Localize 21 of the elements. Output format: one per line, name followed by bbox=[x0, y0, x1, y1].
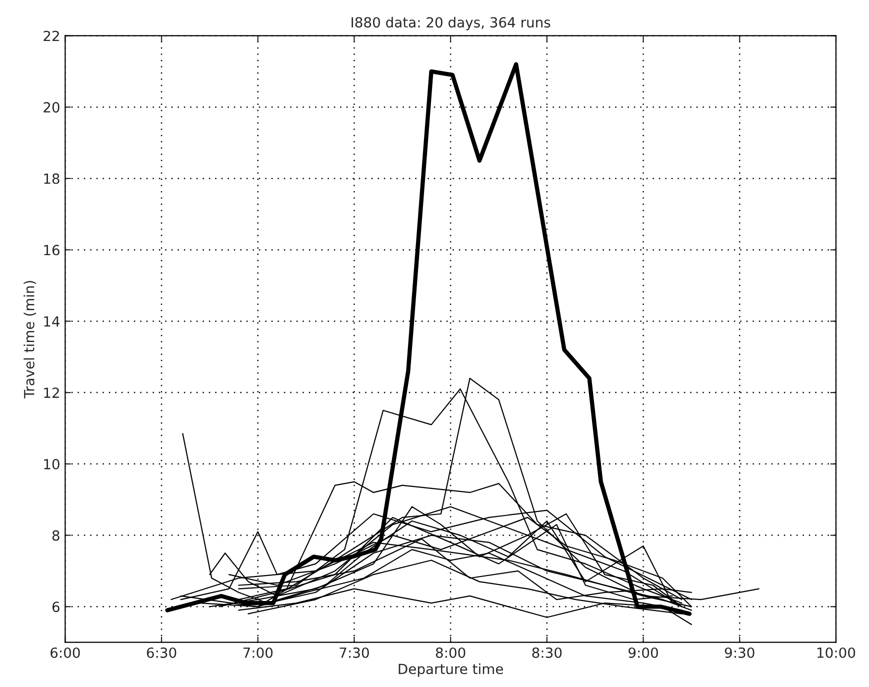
y-tick-label: 18 bbox=[44, 173, 60, 184]
x-tick-label: 6:30 bbox=[146, 647, 176, 658]
chart-title: I880 data: 20 days, 364 runs bbox=[352, 16, 550, 30]
y-tick-label: 20 bbox=[44, 102, 60, 113]
x-axis-title: Departure time bbox=[398, 663, 503, 677]
y-tick-label: 14 bbox=[44, 316, 60, 326]
y-tick-label: 12 bbox=[44, 388, 59, 398]
x-tick-label: 8:30 bbox=[532, 647, 562, 658]
y-tick-label: 8 bbox=[52, 530, 60, 541]
y-tick-label: 10 bbox=[44, 458, 60, 470]
x-tick-label: 7:30 bbox=[340, 647, 369, 658]
x-tick-label: 10:00 bbox=[817, 647, 856, 658]
y-tick-label: 16 bbox=[44, 244, 60, 256]
y-axis-title: Travel time (min) bbox=[24, 280, 36, 398]
y-tick-label: 6 bbox=[52, 602, 60, 612]
x-tick-label: 9:30 bbox=[724, 647, 754, 658]
y-tick-label: 22 bbox=[44, 30, 59, 41]
x-tick-label: 9:00 bbox=[628, 647, 658, 658]
x-tick-label: 7:00 bbox=[243, 647, 273, 658]
x-tick-label: 6:00 bbox=[50, 647, 80, 658]
x-tick-label: 8:00 bbox=[436, 647, 466, 658]
